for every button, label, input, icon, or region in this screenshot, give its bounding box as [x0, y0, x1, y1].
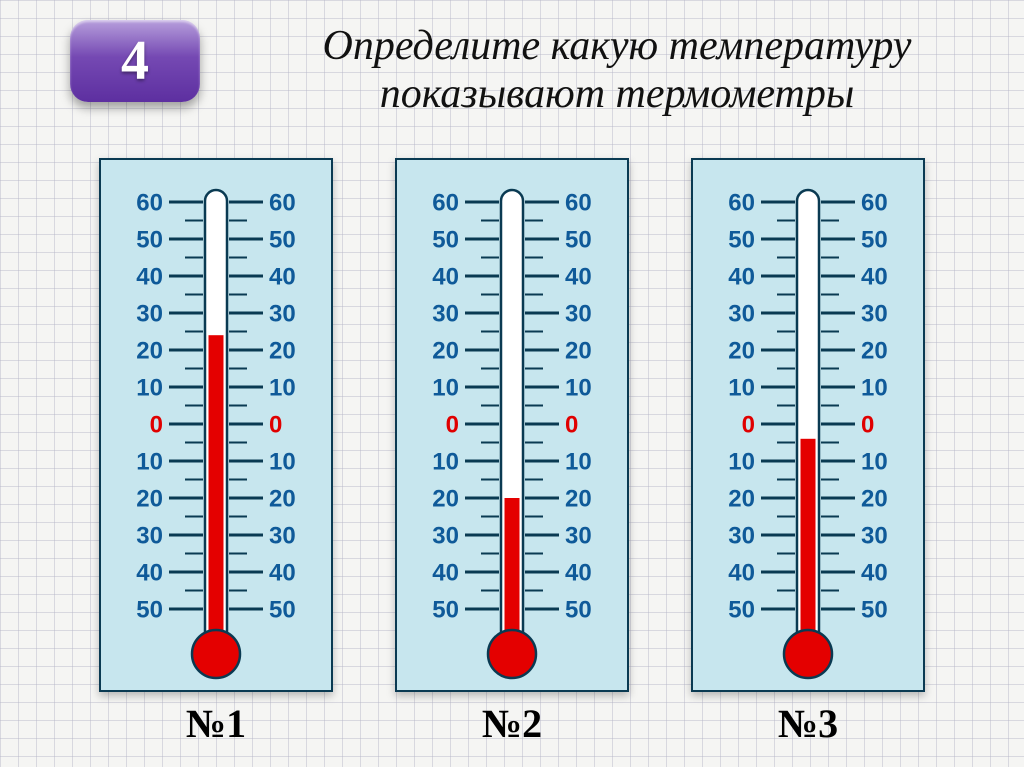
scale-number: 0: [742, 411, 755, 438]
scale-number: 30: [565, 300, 592, 327]
thermometer-card: 60 60 50 50 40 40 30 30 20 20 10 10 0 0 10 10 20 20 30 30 40…: [395, 158, 629, 692]
scale-number: 20: [269, 337, 296, 364]
scale-number: 10: [728, 448, 755, 475]
scale-number: 20: [565, 337, 592, 364]
scale-number: 30: [432, 300, 459, 327]
scale-number: 30: [269, 300, 296, 327]
scale-number: 30: [136, 300, 163, 327]
scale-number: 20: [861, 337, 888, 364]
title-line-2: показывают термометры: [380, 71, 855, 117]
scale-number: 40: [136, 263, 163, 290]
scale-number: 60: [861, 189, 888, 216]
scale-number: 60: [432, 189, 459, 216]
thermometer-label: №3: [778, 700, 838, 747]
scale-number: 50: [728, 226, 755, 253]
scale-number: 30: [136, 522, 163, 549]
scale-number: 40: [432, 559, 459, 586]
scale-number: 30: [269, 522, 296, 549]
scale-number: 10: [861, 448, 888, 475]
scale-number: 40: [136, 559, 163, 586]
badge-number: 4: [121, 29, 149, 93]
scale-number: 50: [269, 596, 296, 623]
scale-number: 60: [728, 189, 755, 216]
scale-number: 40: [269, 559, 296, 586]
scale-number: 10: [269, 374, 296, 401]
scale-number: 0: [861, 411, 874, 438]
scale-number: 10: [136, 374, 163, 401]
scale-number: 50: [728, 596, 755, 623]
question-number-badge: 4: [70, 20, 200, 102]
scale-number: 0: [446, 411, 459, 438]
scale-number: 60: [136, 189, 163, 216]
scale-number: 30: [432, 522, 459, 549]
title-line-1: Определите какую температуру: [323, 23, 912, 69]
scale-number: 40: [728, 263, 755, 290]
scale-number: 30: [728, 522, 755, 549]
scale-number: 40: [269, 263, 296, 290]
scale-number: 50: [861, 226, 888, 253]
thermometer-label: №2: [482, 700, 542, 747]
scale-number: 20: [269, 485, 296, 512]
scale-number: 10: [136, 448, 163, 475]
scale-number: 50: [565, 226, 592, 253]
page-title: Определите какую температуру показывают …: [250, 22, 984, 119]
scale-number: 40: [728, 559, 755, 586]
scale-number: 40: [565, 559, 592, 586]
scale-number: 50: [136, 226, 163, 253]
scale-number: 0: [150, 411, 163, 438]
scale-number: 20: [861, 485, 888, 512]
scale-number: 10: [432, 374, 459, 401]
scale-number: 50: [269, 226, 296, 253]
thermometer-svg: 60 60 50 50 40 40 30 30 20 20 10 10 0 0 10 10 20 20 30 30 40…: [397, 160, 627, 690]
scale-number: 60: [269, 189, 296, 216]
scale-number: 50: [136, 596, 163, 623]
scale-number: 50: [432, 596, 459, 623]
thermometer: 60 60 50 50 40 40 30 30 20 20 10 10 0 0 10 10 20 20 30 30 40…: [691, 158, 925, 747]
scale-number: 20: [432, 485, 459, 512]
scale-number: 30: [861, 522, 888, 549]
scale-number: 40: [432, 263, 459, 290]
scale-number: 10: [728, 374, 755, 401]
scale-number: 20: [136, 485, 163, 512]
scale-number: 20: [728, 337, 755, 364]
scale-number: 20: [565, 485, 592, 512]
thermometer: 60 60 50 50 40 40 30 30 20 20 10 10 0 0 10 10 20 20 30 30 40…: [99, 158, 333, 747]
thermometer-row: 60 60 50 50 40 40 30 30 20 20 10 10 0 0 10 10 20 20 30 30 40…: [0, 158, 1024, 747]
scale-number: 20: [728, 485, 755, 512]
scale-number: 40: [565, 263, 592, 290]
scale-number: 40: [861, 263, 888, 290]
thermometer-label: №1: [186, 700, 246, 747]
scale-number: 30: [861, 300, 888, 327]
thermometer-svg: 60 60 50 50 40 40 30 30 20 20 10 10 0 0 10 10 20 20 30 30 40…: [693, 160, 923, 690]
scale-number: 20: [432, 337, 459, 364]
scale-number: 50: [861, 596, 888, 623]
thermometer-card: 60 60 50 50 40 40 30 30 20 20 10 10 0 0 10 10 20 20 30 30 40…: [99, 158, 333, 692]
scale-number: 10: [565, 374, 592, 401]
scale-number: 50: [565, 596, 592, 623]
scale-number: 50: [432, 226, 459, 253]
scale-number: 0: [565, 411, 578, 438]
thermometer: 60 60 50 50 40 40 30 30 20 20 10 10 0 0 10 10 20 20 30 30 40…: [395, 158, 629, 747]
thermometer-card: 60 60 50 50 40 40 30 30 20 20 10 10 0 0 10 10 20 20 30 30 40…: [691, 158, 925, 692]
scale-number: 10: [269, 448, 296, 475]
scale-number: 10: [432, 448, 459, 475]
thermometer-svg: 60 60 50 50 40 40 30 30 20 20 10 10 0 0 10 10 20 20 30 30 40…: [101, 160, 331, 690]
scale-number: 10: [861, 374, 888, 401]
scale-number: 30: [728, 300, 755, 327]
scale-number: 10: [565, 448, 592, 475]
scale-number: 20: [136, 337, 163, 364]
scale-number: 30: [565, 522, 592, 549]
scale-number: 0: [269, 411, 282, 438]
scale-number: 60: [565, 189, 592, 216]
scale-number: 40: [861, 559, 888, 586]
